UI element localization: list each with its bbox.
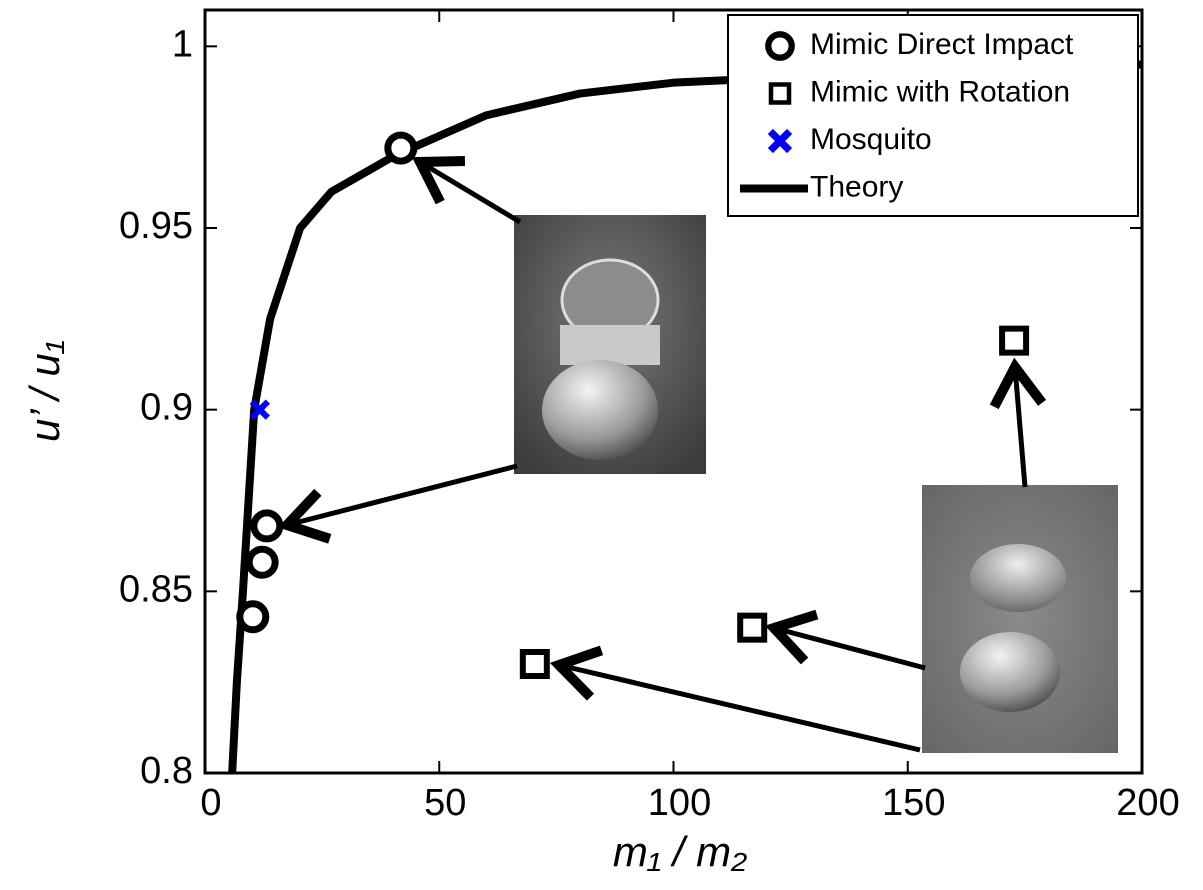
- x-marker: [767, 128, 793, 154]
- arrow: [549, 645, 921, 753]
- circle-marker: [245, 545, 279, 579]
- square-marker: [768, 82, 792, 105]
- arrow: [764, 609, 926, 671]
- legend-label: Mimic Direct Impact: [810, 28, 1074, 61]
- x-axis-label: m₁ / m₂: [613, 828, 747, 875]
- circle-marker: [250, 509, 284, 543]
- plot-area: [228, 60, 1142, 773]
- square-marker: [999, 325, 1030, 356]
- legend-label: Mimic with Rotation: [810, 75, 1070, 108]
- circle-marker: [765, 31, 795, 61]
- legend-label: Theory: [810, 170, 903, 203]
- inset-photo: [922, 485, 1118, 753]
- droplet: [970, 544, 1066, 612]
- arrow: [277, 463, 518, 544]
- y-tick-label: 0.9: [140, 387, 193, 429]
- theory-line: [228, 60, 1142, 773]
- droplet: [560, 325, 660, 365]
- x-tick-label: 150: [882, 782, 945, 824]
- y-tick-label: 0.95: [119, 205, 193, 247]
- circle-marker: [236, 600, 270, 634]
- insets: [277, 155, 1118, 753]
- y-tick-label: 1: [172, 23, 193, 65]
- droplet: [542, 360, 658, 460]
- legend: Mimic Direct Impact Mimic with Rotation Mo…: [727, 14, 1139, 217]
- droplet: [960, 632, 1060, 712]
- circle-marker: [384, 131, 418, 165]
- legend-label: Mosquito: [810, 123, 932, 156]
- square-marker: [737, 612, 768, 643]
- square-marker: [519, 649, 550, 679]
- x-tick-label: 100: [648, 782, 711, 824]
- y-tick-label: 0.8: [140, 750, 193, 792]
- x-tick-label: 200: [1116, 782, 1179, 824]
- axes: 0 50 100 150 200 0.8 0.85 0.9 0.95 1: [119, 10, 1180, 824]
- arrow: [989, 357, 1047, 488]
- legend-box: [727, 14, 1139, 217]
- x-marker: [249, 399, 270, 420]
- x-tick-label: 0: [200, 782, 221, 824]
- x-tick-label: 50: [424, 782, 466, 824]
- arrow: [411, 155, 522, 225]
- y-tick-label: 0.85: [119, 568, 193, 610]
- y-axis-label: u’ / u₁: [21, 340, 68, 442]
